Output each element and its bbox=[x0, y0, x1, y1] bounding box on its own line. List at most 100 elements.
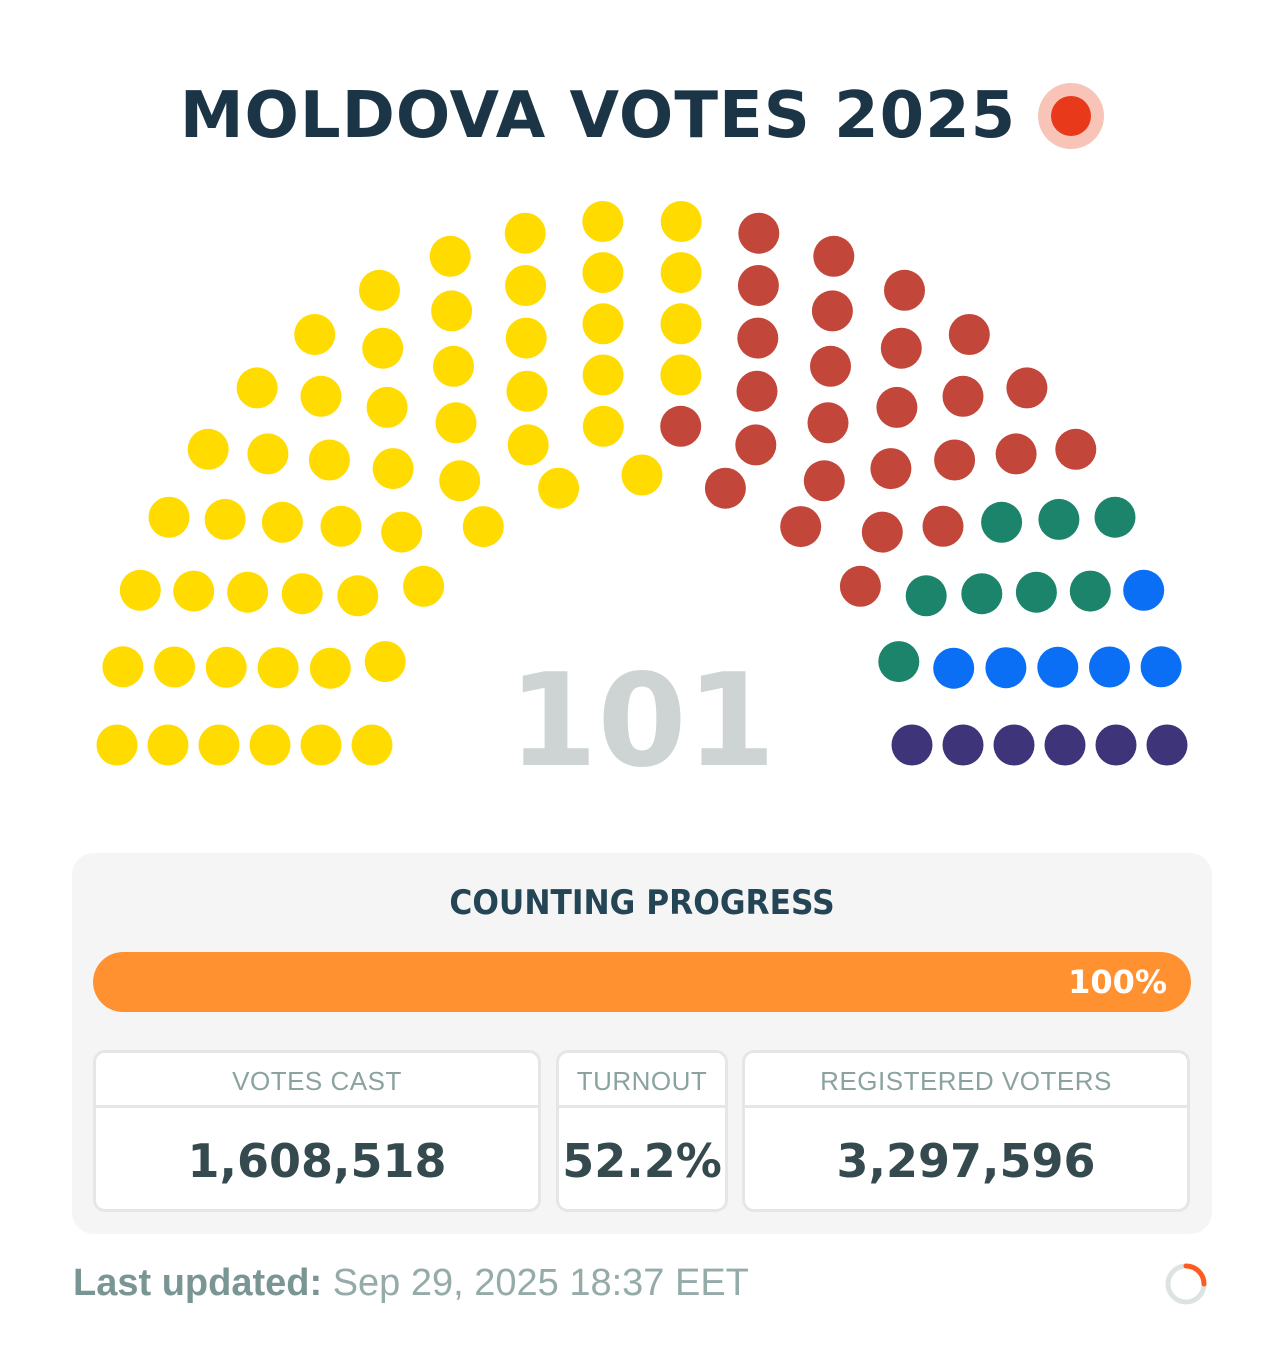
seat-party-1 bbox=[504, 212, 546, 254]
seat-party-1 bbox=[249, 724, 291, 766]
seat-party-1 bbox=[96, 724, 138, 766]
seat-party-1 bbox=[173, 570, 215, 612]
seat-party-5 bbox=[1095, 724, 1137, 766]
seat-party-1 bbox=[429, 235, 471, 277]
live-dot-icon bbox=[1038, 83, 1105, 149]
seat-party-1 bbox=[261, 501, 303, 543]
seat-party-2 bbox=[922, 505, 964, 547]
seat-party-3 bbox=[961, 573, 1003, 615]
seat-party-1 bbox=[621, 454, 663, 496]
registered-voters-value: 3,297,596 bbox=[836, 1134, 1096, 1188]
seat-party-1 bbox=[300, 724, 342, 766]
seat-party-2 bbox=[803, 460, 845, 502]
seat-party-2 bbox=[780, 506, 822, 548]
seat-party-1 bbox=[247, 433, 289, 475]
seat-party-1 bbox=[198, 724, 240, 766]
registered-voters-box: REGISTERED VOTERS 3,297,596 bbox=[742, 1050, 1190, 1212]
seat-party-2 bbox=[934, 439, 976, 481]
seat-party-1 bbox=[359, 269, 400, 311]
seat-party-4 bbox=[1123, 569, 1165, 611]
seat-party-2 bbox=[884, 269, 925, 311]
seat-party-1 bbox=[281, 573, 323, 615]
parliament-hemicycle: 101 bbox=[96, 201, 1188, 796]
seat-party-4 bbox=[1037, 646, 1079, 688]
seat-party-5 bbox=[1044, 724, 1086, 766]
seat-party-1 bbox=[154, 646, 195, 688]
turnout-box: TURNOUT 52.2% bbox=[556, 1050, 728, 1212]
header: MOLDOVA VOTES 2025 bbox=[0, 66, 1284, 166]
seat-party-1 bbox=[582, 303, 624, 345]
page-title: MOLDOVA VOTES 2025 bbox=[179, 79, 1017, 153]
seat-party-1 bbox=[294, 314, 336, 355]
seat-party-4 bbox=[1089, 646, 1130, 688]
counting-progress-card: COUNTING PROGRESS 100% VOTES CAST 1,608,… bbox=[72, 853, 1212, 1234]
seat-party-1 bbox=[227, 571, 269, 613]
seat-party-4 bbox=[933, 647, 975, 689]
seat-party-1 bbox=[205, 646, 247, 688]
seat-party-5 bbox=[891, 724, 933, 766]
seat-party-3 bbox=[878, 641, 920, 683]
seat-party-2 bbox=[880, 327, 922, 369]
seat-party-2 bbox=[736, 370, 778, 412]
seat-party-2 bbox=[737, 317, 779, 359]
seat-party-1 bbox=[362, 327, 404, 369]
turnout-value: 52.2% bbox=[562, 1134, 722, 1188]
seat-party-1 bbox=[538, 467, 580, 509]
seat-party-1 bbox=[309, 647, 351, 689]
seat-party-1 bbox=[582, 405, 624, 447]
votes-cast-value: 1,608,518 bbox=[187, 1134, 447, 1188]
seat-party-2 bbox=[735, 424, 777, 466]
seat-party-2 bbox=[1055, 428, 1097, 470]
seat-party-1 bbox=[148, 496, 190, 538]
seat-party-1 bbox=[351, 724, 393, 766]
seat-party-1 bbox=[660, 354, 702, 396]
seat-party-1 bbox=[187, 428, 229, 470]
seat-party-3 bbox=[1094, 496, 1136, 538]
seat-party-1 bbox=[403, 565, 445, 607]
refresh-spinner-icon[interactable] bbox=[1164, 1262, 1208, 1306]
seat-party-1 bbox=[119, 569, 161, 611]
seat-party-5 bbox=[1146, 724, 1188, 766]
seat-party-1 bbox=[506, 370, 548, 412]
seat-party-1 bbox=[582, 354, 624, 396]
seat-party-1 bbox=[372, 448, 414, 490]
seat-party-1 bbox=[102, 646, 144, 688]
seat-party-2 bbox=[737, 265, 779, 306]
last-updated-label: Last updated: bbox=[73, 1262, 323, 1304]
last-updated-value: Sep 29, 2025 18:37 EET bbox=[332, 1262, 749, 1304]
turnout-label: TURNOUT bbox=[559, 1053, 725, 1108]
total-seats-label: 101 bbox=[508, 647, 775, 796]
seat-party-1 bbox=[660, 303, 702, 345]
seat-party-1 bbox=[147, 724, 189, 766]
seat-party-5 bbox=[942, 724, 984, 766]
seat-party-1 bbox=[582, 252, 624, 294]
seat-party-1 bbox=[300, 375, 342, 417]
seat-party-2 bbox=[995, 433, 1037, 475]
seat-party-1 bbox=[433, 345, 474, 387]
seat-party-1 bbox=[257, 647, 299, 689]
seat-party-4 bbox=[985, 647, 1027, 689]
last-updated: Last updated: Sep 29, 2025 18:37 EET bbox=[73, 1262, 749, 1305]
seat-party-1 bbox=[381, 511, 423, 553]
votes-cast-label: VOTES CAST bbox=[96, 1053, 538, 1108]
seat-party-1 bbox=[439, 460, 481, 502]
seat-party-1 bbox=[236, 367, 278, 409]
seat-party-2 bbox=[811, 290, 853, 332]
seat-party-2 bbox=[948, 314, 990, 355]
seat-party-2 bbox=[660, 405, 702, 447]
seat-party-1 bbox=[204, 498, 246, 540]
seat-party-2 bbox=[942, 375, 984, 417]
seat-party-2 bbox=[813, 235, 855, 277]
seat-party-1 bbox=[308, 439, 350, 481]
seat-party-1 bbox=[505, 265, 547, 306]
votes-cast-box: VOTES CAST 1,608,518 bbox=[93, 1050, 541, 1212]
seat-party-1 bbox=[337, 575, 379, 617]
seat-party-1 bbox=[435, 402, 477, 444]
seat-party-1 bbox=[320, 505, 362, 547]
seat-party-4 bbox=[1140, 646, 1182, 688]
seat-party-2 bbox=[870, 448, 912, 490]
seat-party-1 bbox=[462, 506, 504, 548]
seat-party-1 bbox=[660, 201, 702, 242]
progress-percent: 100% bbox=[1068, 963, 1167, 1001]
seat-party-1 bbox=[431, 290, 473, 332]
